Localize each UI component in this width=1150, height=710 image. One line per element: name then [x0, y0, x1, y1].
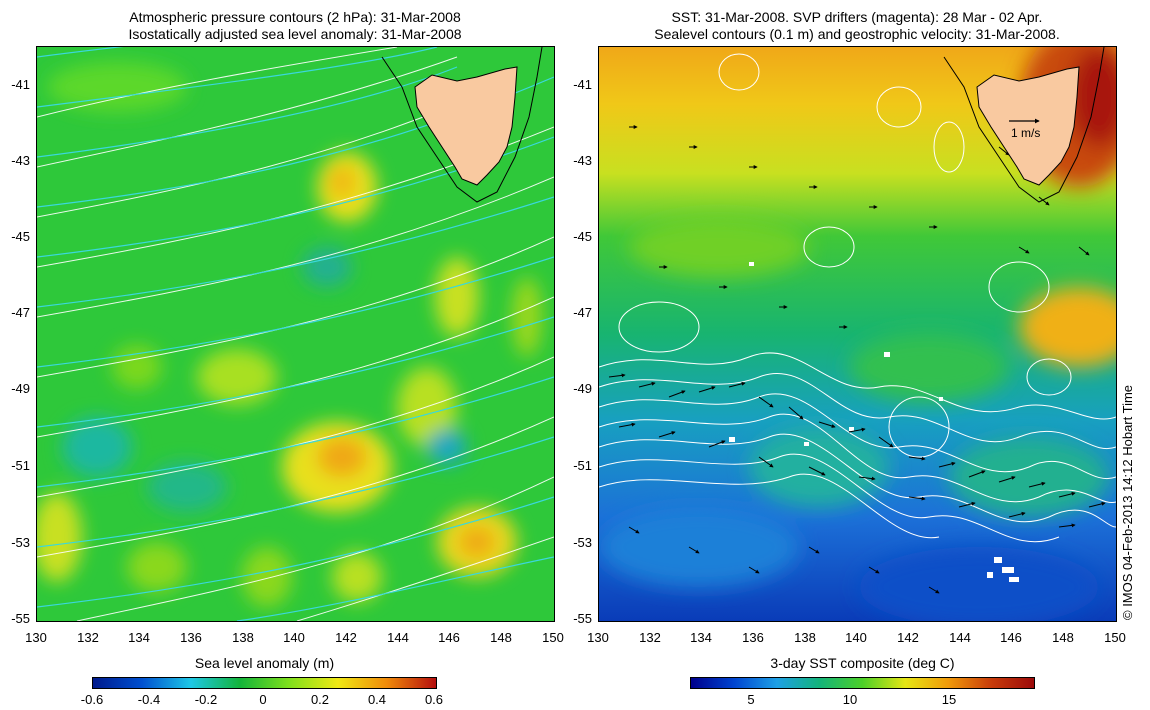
lon-tick: 136 — [180, 630, 202, 645]
sealevel-contours — [599, 53, 1116, 543]
sla-map-svg — [37, 47, 554, 621]
lat-tick: -51 — [573, 458, 592, 473]
lon-tick: 146 — [438, 630, 460, 645]
lon-tick: 136 — [742, 630, 764, 645]
lon-tick: 148 — [1052, 630, 1074, 645]
lat-tick: -47 — [11, 305, 30, 320]
lat-tick: -49 — [11, 381, 30, 396]
lon-tick: 138 — [232, 630, 254, 645]
sla-field — [37, 62, 542, 607]
colorbar-tick: 0.2 — [310, 692, 330, 707]
colorbar-tick: 10 — [842, 692, 858, 707]
lon-tick: 140 — [845, 630, 867, 645]
sst-colorbar — [690, 677, 1035, 689]
vector-scale-label: 1 m/s — [1011, 126, 1040, 140]
sla-colorbar — [92, 677, 437, 689]
sla-colorbar-title: Sea level anomaly (m) — [194, 655, 335, 671]
colorbar-tick: 0.6 — [424, 692, 444, 707]
lon-tick: 134 — [128, 630, 150, 645]
lon-tick: 130 — [587, 630, 609, 645]
lat-tick: -55 — [573, 611, 592, 626]
lon-tick: 142 — [897, 630, 919, 645]
lon-tick: 130 — [25, 630, 47, 645]
tasmania-land — [414, 66, 518, 186]
lat-tick: -53 — [11, 535, 30, 550]
shelf-contour — [943, 47, 1105, 203]
left-title-line1: Atmospheric pressure contours (2 hPa): 3… — [129, 9, 461, 25]
sst-map-svg: 1 m/s — [599, 47, 1116, 621]
lon-tick: 144 — [387, 630, 409, 645]
lat-tick: -45 — [11, 229, 30, 244]
lat-tick: -55 — [11, 611, 30, 626]
colorbar-tick: 0.4 — [367, 692, 387, 707]
tasmania-land — [976, 66, 1080, 186]
colorbar-tick: -0.4 — [137, 692, 161, 707]
lon-tick: 150 — [1104, 630, 1126, 645]
lon-tick: 134 — [690, 630, 712, 645]
lat-tick: -47 — [573, 305, 592, 320]
lon-tick: 150 — [542, 630, 564, 645]
lon-tick: 144 — [949, 630, 971, 645]
geostrophic-velocity-vectors — [608, 125, 1106, 594]
left-title-line2: Isostatically adjusted sea level anomaly… — [128, 26, 462, 42]
lon-tick: 132 — [639, 630, 661, 645]
sst-field — [599, 47, 1116, 621]
colorbar-tick: 5 — [747, 692, 755, 707]
lat-tick: -51 — [11, 458, 30, 473]
colorbar-tick: 0 — [259, 692, 267, 707]
left-map-title: Atmospheric pressure contours (2 hPa): 3… — [36, 9, 554, 43]
sea-level-anomaly-map[interactable] — [36, 46, 555, 622]
colorbar-tick: 15 — [941, 692, 957, 707]
shelf-contour — [381, 47, 543, 203]
right-title-line1: SST: 31-Mar-2008. SVP drifters (magenta)… — [671, 9, 1043, 25]
lat-tick: -53 — [573, 535, 592, 550]
sst-map[interactable]: 1 m/s — [598, 46, 1117, 622]
lon-tick: 132 — [77, 630, 99, 645]
lat-tick: -43 — [573, 153, 592, 168]
lat-tick: -43 — [11, 153, 30, 168]
sst-colorbar-title: 3-day SST composite (deg C) — [770, 655, 955, 671]
credit-text: © IMOS 04-Feb-2013 14:12 Hobart Time — [1120, 384, 1135, 620]
colorbar-tick: -0.2 — [194, 692, 218, 707]
colorbar-tick: -0.6 — [80, 692, 104, 707]
lat-tick: -45 — [573, 229, 592, 244]
right-map-title: SST: 31-Mar-2008. SVP drifters (magenta)… — [598, 9, 1116, 43]
lon-tick: 140 — [283, 630, 305, 645]
lon-tick: 148 — [490, 630, 512, 645]
lat-tick: -49 — [573, 381, 592, 396]
lon-tick: 142 — [335, 630, 357, 645]
lat-tick: -41 — [11, 77, 30, 92]
lon-tick: 138 — [794, 630, 816, 645]
right-title-line2: Sealevel contours (0.1 m) and geostrophi… — [654, 26, 1060, 42]
lat-tick: -41 — [573, 77, 592, 92]
lon-tick: 146 — [1000, 630, 1022, 645]
